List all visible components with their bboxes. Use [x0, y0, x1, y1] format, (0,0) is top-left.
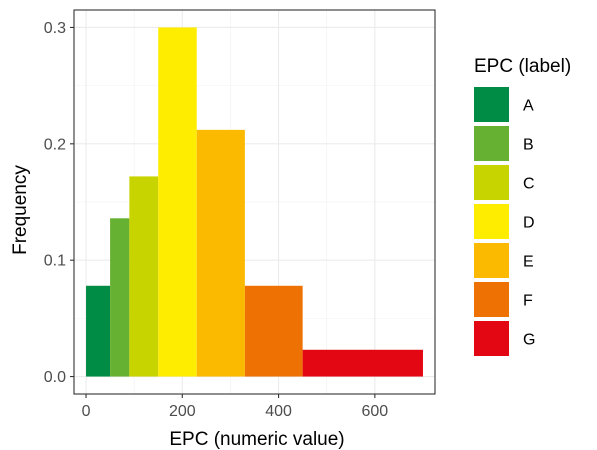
bar-e [196, 129, 245, 377]
bars [86, 27, 423, 377]
x-tick-label: 200 [169, 403, 196, 420]
bar-a [86, 285, 111, 377]
x-tick-label: 600 [361, 403, 388, 420]
legend-key-e [474, 243, 509, 278]
legend-label-b: B [523, 137, 534, 154]
y-tick-label: 0.2 [44, 136, 66, 153]
legend-label-e: E [523, 254, 534, 271]
panel-border [73, 9, 436, 395]
x-axis-ticks: 0 200 400 600 [82, 394, 388, 420]
legend-key-a [474, 87, 509, 122]
legend: EPC (label) A B C D E F G [474, 56, 571, 356]
legend-label-g: G [523, 332, 535, 349]
y-tick-label: 0.0 [44, 369, 66, 386]
x-tick-label: 400 [265, 403, 292, 420]
x-tick-label: 0 [82, 403, 91, 420]
y-axis-ticks: 0.0 0.1 0.2 0.3 [44, 20, 74, 386]
bar-d [158, 27, 197, 377]
legend-label-f: F [523, 293, 533, 310]
y-tick-label: 0.3 [44, 20, 66, 37]
plot-border [73, 9, 436, 395]
legend-label-c: C [523, 176, 535, 193]
legend-key-b [474, 126, 509, 161]
legend-key-c [474, 165, 509, 200]
legend-key-d [474, 204, 509, 239]
legend-title: EPC (label) [474, 56, 571, 77]
legend-key-f [474, 282, 509, 317]
legend-key-g [474, 321, 509, 356]
bar-c [129, 176, 159, 377]
legend-label-d: D [523, 215, 535, 232]
bar-f [244, 285, 303, 377]
bar-b [110, 218, 130, 377]
y-axis-title: Frequency [10, 165, 31, 255]
legend-label-a: A [523, 98, 534, 115]
y-tick-label: 0.1 [44, 253, 66, 270]
x-axis-title: EPC (numeric value) [169, 429, 344, 450]
bar-g [302, 349, 423, 377]
